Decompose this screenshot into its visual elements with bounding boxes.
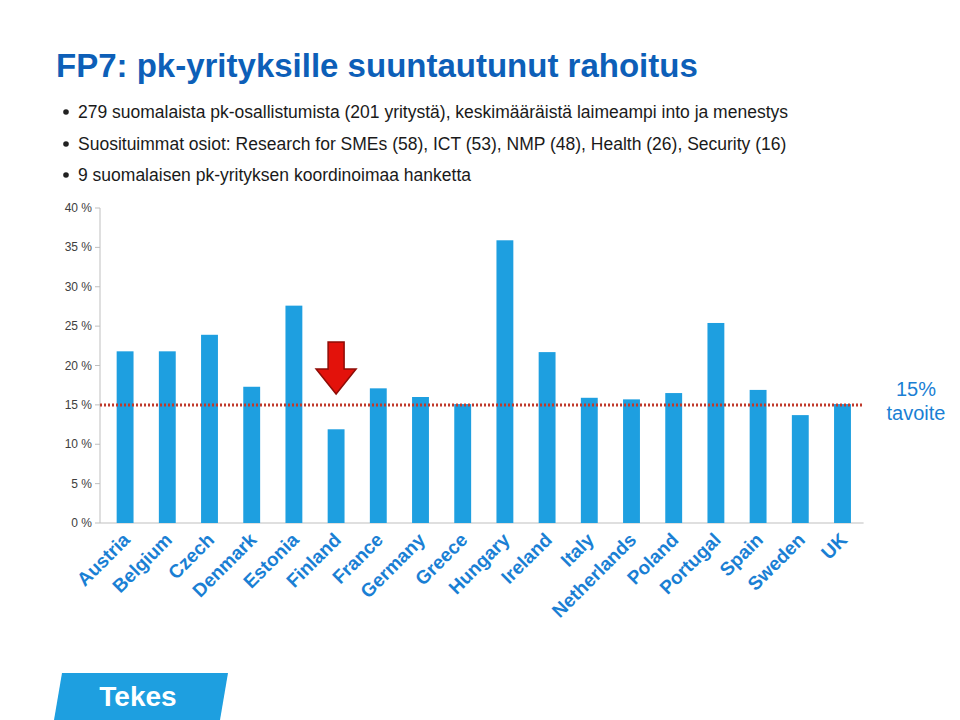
bar bbox=[412, 397, 429, 523]
target-line bbox=[100, 403, 864, 406]
x-tick-label: Germany bbox=[356, 529, 429, 602]
x-tick-label: Finland bbox=[282, 529, 345, 592]
title: FP7: pk-yrityksille suuntautunut rahoitu… bbox=[56, 47, 698, 84]
x-tick-label: Hungary bbox=[444, 529, 514, 599]
bullet: 9 suomalaisen pk-yrityksen koordinoimaa … bbox=[78, 165, 471, 185]
y-tick-label: 30 % bbox=[65, 280, 93, 294]
y-tick bbox=[95, 444, 100, 445]
bar bbox=[707, 323, 724, 523]
bar bbox=[454, 404, 471, 523]
x-tick-label: Sweden bbox=[744, 529, 810, 595]
y-tick bbox=[95, 523, 100, 524]
x-tick-label: UK bbox=[817, 529, 851, 563]
target-label-line: tavoite bbox=[887, 402, 946, 424]
x-tick-label: Portugal bbox=[655, 529, 724, 598]
bars bbox=[117, 240, 851, 523]
bar bbox=[159, 351, 176, 523]
bar bbox=[750, 390, 767, 523]
y-tick bbox=[95, 404, 100, 405]
bullet-dot bbox=[63, 141, 69, 147]
target-label: 15%tavoite bbox=[887, 378, 946, 424]
bar bbox=[581, 398, 598, 523]
y-tick-label: 0 % bbox=[71, 516, 92, 530]
y-tick-label: 15 % bbox=[65, 398, 93, 412]
x-tick-label: Denmark bbox=[188, 529, 261, 602]
bullet: Suosituimmat osiot: Research for SMEs (5… bbox=[78, 134, 786, 154]
logo-shape bbox=[54, 673, 228, 720]
y-tick-label: 25 % bbox=[65, 319, 93, 333]
x-tick-label: Ireland bbox=[497, 529, 556, 588]
y-tick bbox=[95, 326, 100, 327]
target-label-line: 15% bbox=[896, 378, 936, 400]
y-tick bbox=[95, 286, 100, 287]
y-tick-label: 10 % bbox=[65, 437, 93, 451]
highlight-arrow bbox=[316, 342, 356, 394]
y-tick-label: 20 % bbox=[65, 359, 93, 373]
x-tick-label: Belgium bbox=[108, 529, 176, 597]
bar bbox=[539, 352, 556, 523]
y-tick bbox=[95, 365, 100, 366]
bar bbox=[328, 429, 345, 523]
bar bbox=[834, 404, 851, 523]
bar bbox=[201, 335, 218, 523]
bar bbox=[243, 387, 260, 523]
bar bbox=[665, 393, 682, 523]
y-tick bbox=[95, 208, 100, 209]
logo: Tekes bbox=[99, 681, 176, 712]
y-tick bbox=[95, 247, 100, 248]
bar bbox=[496, 240, 513, 523]
bullet-dot bbox=[63, 109, 69, 115]
bullet-dot bbox=[63, 172, 69, 178]
bullet: 279 suomalaista pk-osallistumista (201 y… bbox=[78, 102, 788, 122]
y-tick bbox=[95, 483, 100, 484]
bar bbox=[117, 351, 134, 523]
y-tick-label: 40 % bbox=[65, 201, 93, 215]
y-tick-label: 35 % bbox=[65, 240, 93, 254]
bar bbox=[623, 399, 640, 523]
y-tick-label: 5 % bbox=[71, 477, 92, 491]
slide: FP7: pk-yrityksille suuntautunut rahoitu… bbox=[0, 0, 960, 720]
bar bbox=[285, 306, 302, 523]
bar bbox=[370, 388, 387, 523]
bar bbox=[792, 415, 809, 523]
